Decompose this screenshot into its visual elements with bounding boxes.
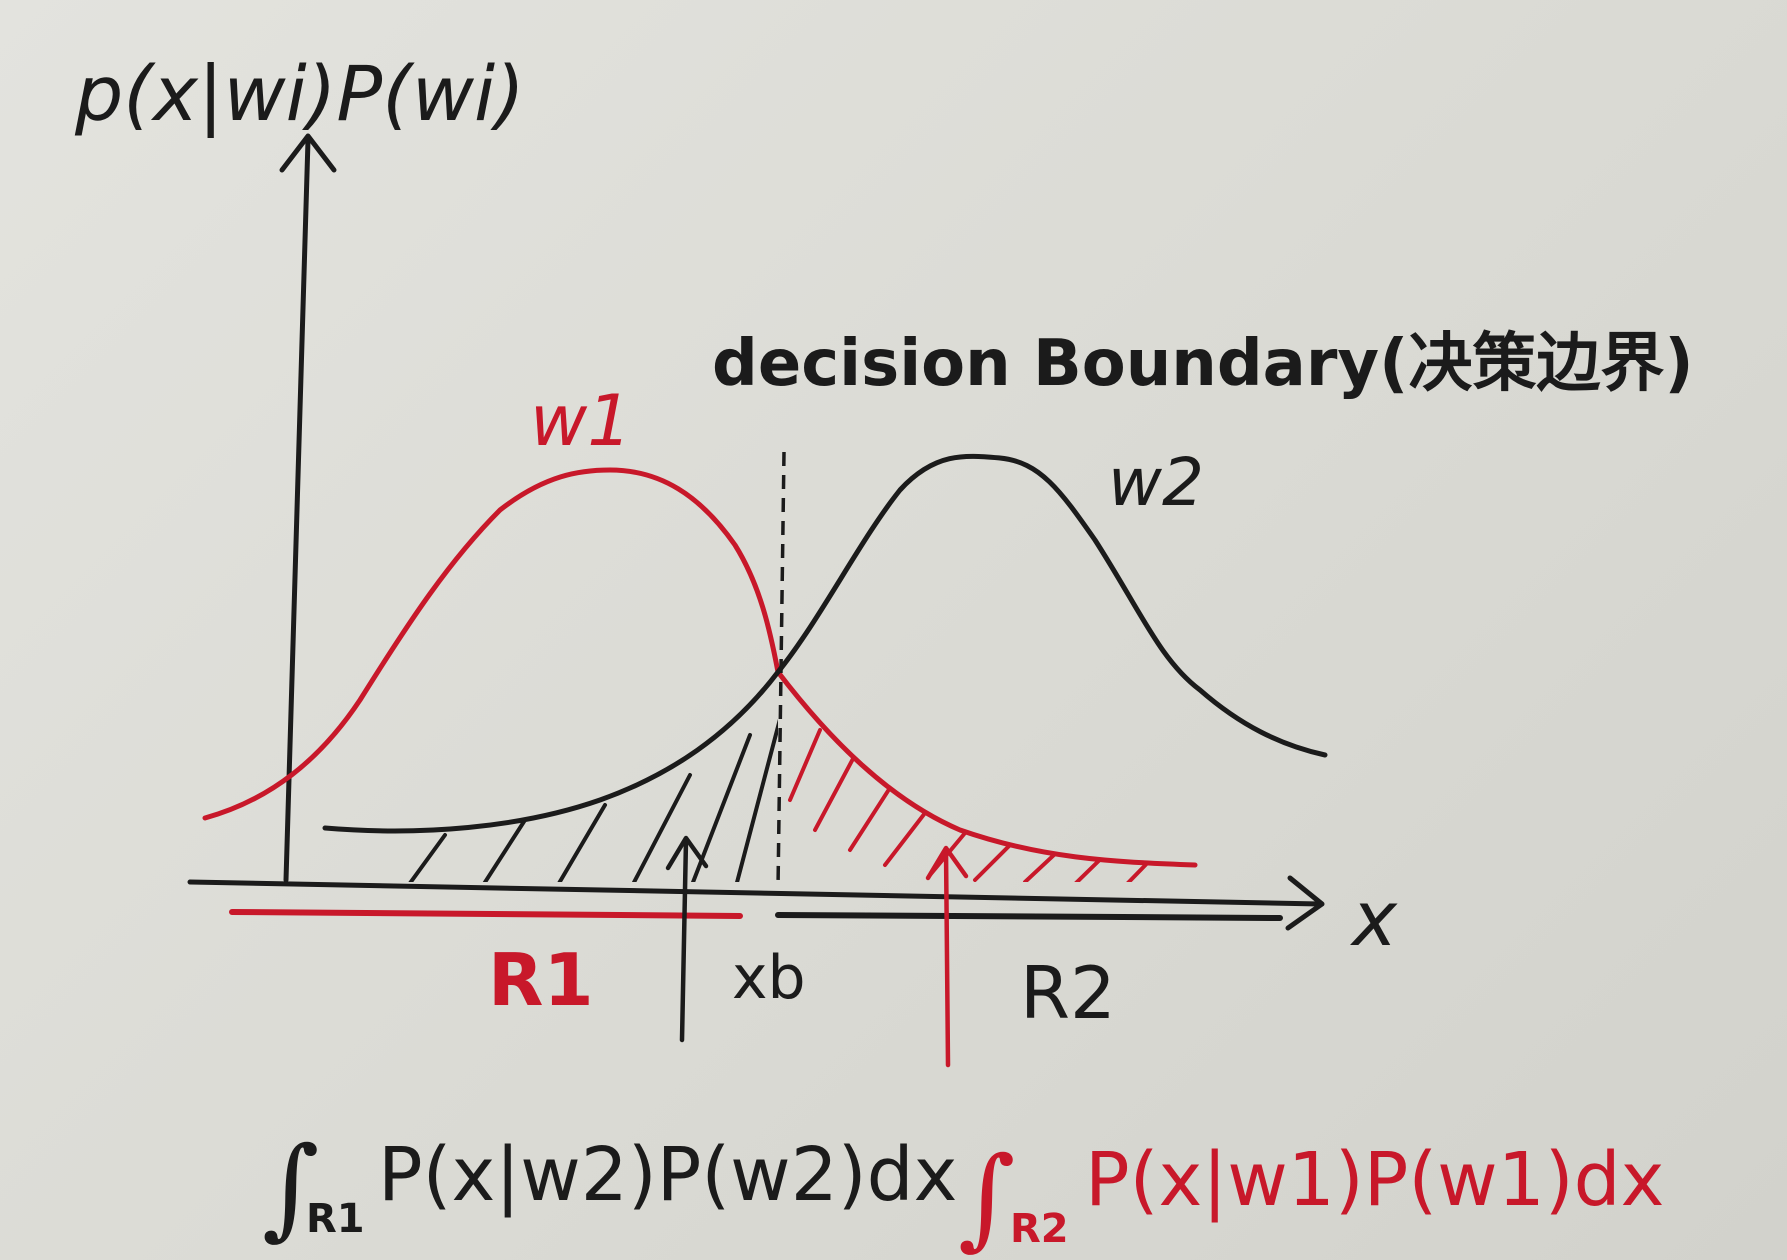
region-r2-bar bbox=[775, 912, 1283, 921]
region-r1-bar bbox=[229, 909, 743, 919]
region-r1-label: R1 bbox=[488, 938, 594, 1022]
region-r2-label: R2 bbox=[1020, 951, 1116, 1035]
integral-w1-subscript: R2 bbox=[1010, 1206, 1069, 1252]
class-w2-curve bbox=[322, 453, 1328, 834]
decision-boundary-label: decision Boundary(决策边界) bbox=[712, 327, 1694, 401]
pointer-arrow-r1-error bbox=[665, 835, 709, 1043]
class-w1-curve bbox=[202, 467, 1198, 868]
integral-error-w2: ∫ R1 P(x|w2)P(w2)dx bbox=[262, 1123, 957, 1251]
integral-w2-subscript: R1 bbox=[306, 1196, 365, 1242]
class-w1-label: w1 bbox=[530, 380, 632, 462]
error-region-r1-hatch bbox=[403, 698, 778, 882]
x-axis bbox=[187, 875, 1325, 931]
error-region-r2-hatch bbox=[788, 728, 1162, 882]
x-axis-arrowhead-icon bbox=[1285, 875, 1325, 931]
boundary-point-label: xb bbox=[732, 943, 806, 1013]
integral-w2-sign: ∫ bbox=[262, 1123, 319, 1251]
integral-w2-expression: P(x|w2)P(w2)dx bbox=[378, 1132, 957, 1218]
integral-w1-expression: P(x|w1)P(w1)dx bbox=[1085, 1137, 1664, 1223]
y-axis-label: p(x|wi)P(wi) bbox=[74, 49, 525, 139]
x-axis-label: x bbox=[1350, 874, 1398, 963]
y-axis-arrowhead-icon bbox=[279, 133, 337, 173]
integral-w1-sign: ∫ bbox=[958, 1133, 1015, 1260]
pointer-arrow-r2-error bbox=[925, 845, 969, 1068]
decision-boundary-line bbox=[776, 451, 786, 889]
y-axis bbox=[279, 133, 337, 883]
integral-error-w1: ∫ R2 P(x|w1)P(w1)dx bbox=[958, 1133, 1664, 1260]
class-w2-label: w2 bbox=[1108, 444, 1204, 521]
